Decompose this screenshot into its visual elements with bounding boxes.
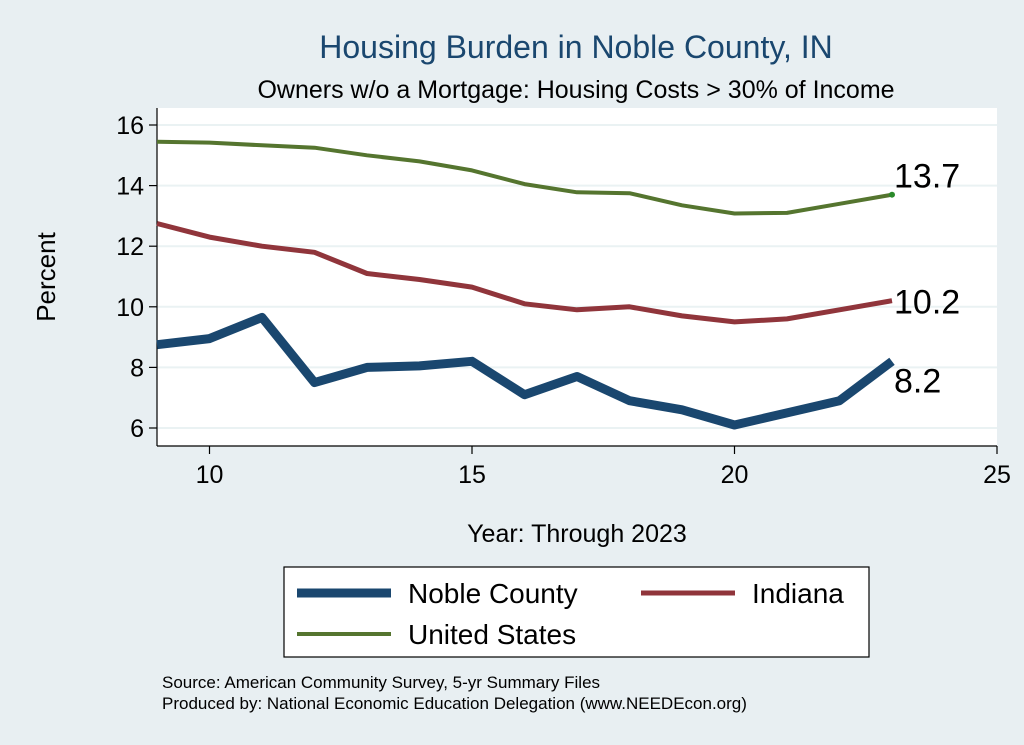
x-tick-label: 20	[721, 461, 749, 489]
x-tick-label: 25	[983, 461, 1011, 489]
legend: Noble County Indiana United States	[297, 578, 844, 650]
legend-box	[283, 566, 870, 658]
chart-subtitle: Owners w/o a Mortgage: Housing Costs > 3…	[257, 76, 894, 104]
end-label-noble-county: 8.2	[894, 362, 941, 400]
source-line-1: Source: American Community Survey, 5-yr …	[162, 673, 600, 692]
x-axis-label: Year: Through 2023	[467, 520, 687, 548]
x-tick-label: 10	[196, 461, 224, 489]
end-labels: 8.2 10.2 13.7	[889, 158, 960, 400]
legend-label-united-states: United States	[408, 619, 576, 650]
series-lines	[156, 139, 895, 430]
y-tick-label: 16	[116, 112, 144, 140]
end-label-united-states: 13.7	[894, 158, 960, 196]
y-tick-label: 12	[116, 233, 144, 261]
chart-title: Housing Burden in Noble County, IN	[319, 29, 832, 65]
y-axis-ticks: 6 8 10 12 14 16	[116, 112, 157, 443]
x-axis-ticks: 10 15 20 25	[196, 446, 1011, 489]
plot-area	[157, 108, 997, 446]
source-line-2: Produced by: National Economic Education…	[162, 694, 747, 713]
legend-label-indiana: Indiana	[752, 578, 844, 609]
series-line-noble-county	[156, 312, 895, 430]
y-tick-label: 8	[130, 354, 144, 382]
y-axis-label: Percent	[31, 231, 61, 321]
y-tick-label: 10	[116, 294, 144, 322]
y-tick-label: 6	[130, 415, 144, 443]
y-tick-label: 14	[116, 173, 144, 201]
legend-label-noble-county: Noble County	[408, 578, 578, 609]
series-line-united-states	[156, 139, 893, 216]
series-end-point	[889, 191, 895, 198]
end-label-indiana: 10.2	[894, 284, 960, 322]
series-line-indiana	[156, 221, 893, 325]
x-tick-label: 15	[458, 461, 486, 489]
